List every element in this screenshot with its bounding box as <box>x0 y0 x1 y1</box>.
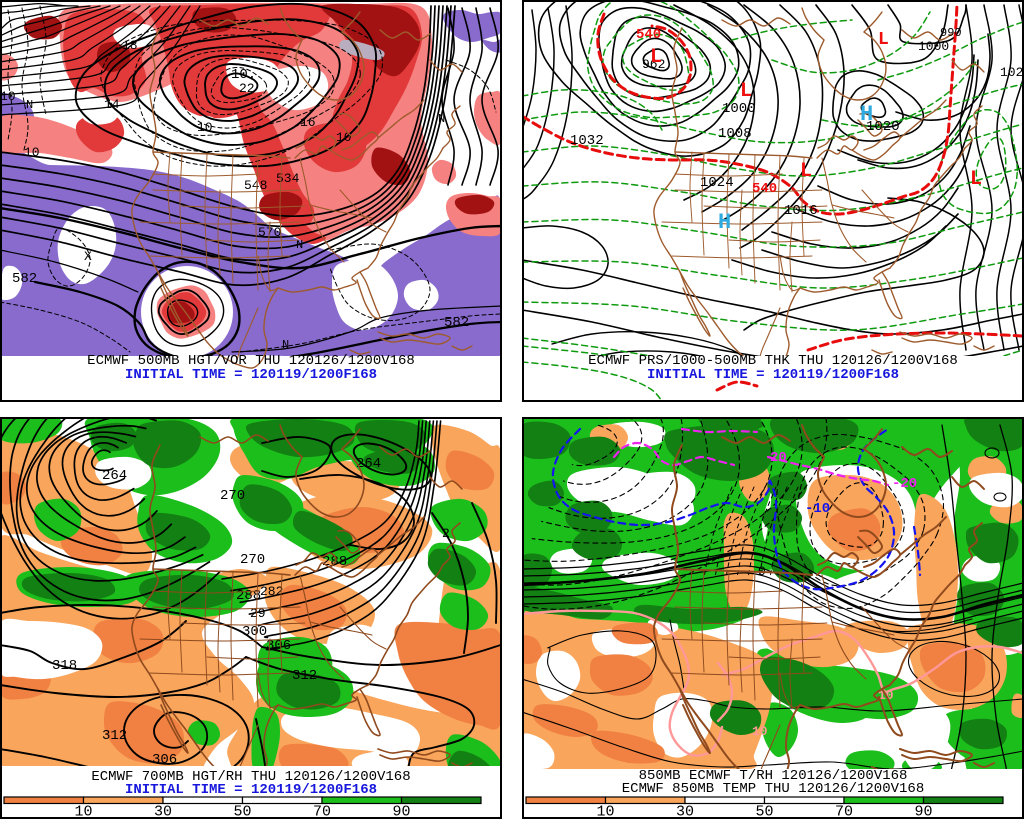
svg-text:306: 306 <box>266 638 291 654</box>
svg-text:540: 540 <box>636 27 661 43</box>
svg-text:L: L <box>878 30 889 50</box>
svg-text:29: 29 <box>250 606 266 621</box>
svg-text:-10: -10 <box>805 501 830 517</box>
svg-text:1016: 1016 <box>784 203 818 219</box>
svg-text:L: L <box>650 46 662 69</box>
svg-text:850MB ECMWF T/RH 120126/1200V1: 850MB ECMWF T/RH 120126/1200V168 <box>639 768 908 784</box>
svg-text:1000: 1000 <box>918 39 949 54</box>
svg-text:50: 50 <box>755 804 773 819</box>
svg-text:L: L <box>740 80 752 103</box>
svg-text:582: 582 <box>12 271 37 287</box>
svg-text:90: 90 <box>392 804 410 819</box>
svg-text:22: 22 <box>239 81 255 96</box>
svg-text:1020: 1020 <box>866 119 900 135</box>
svg-text:318: 318 <box>52 658 77 674</box>
svg-text:ECMWF PRS/1000-500MB THK THU 1: ECMWF PRS/1000-500MB THK THU 120126/1200… <box>588 353 958 369</box>
svg-text:16: 16 <box>300 115 316 130</box>
svg-text:-20: -20 <box>892 476 917 492</box>
svg-text:10.: 10. <box>231 67 256 83</box>
svg-text:ECMWF 500MB HGT/VOR THU 120126: ECMWF 500MB HGT/VOR THU 120126/1200V168 <box>87 353 415 369</box>
svg-text:50: 50 <box>233 804 251 819</box>
svg-text:1000: 1000 <box>722 101 756 117</box>
svg-text:L: L <box>800 160 812 183</box>
svg-text:X: X <box>84 249 92 264</box>
svg-text:INITIAL TIME = 120119/1200F168: INITIAL TIME = 120119/1200F168 <box>125 367 377 383</box>
svg-text:102: 102 <box>1000 65 1023 80</box>
svg-text:ECMWF 850MB TEMP THU 120126/12: ECMWF 850MB TEMP THU 120126/1200V168 <box>622 781 924 797</box>
svg-text:N: N <box>26 98 33 112</box>
svg-text:N: N <box>438 112 445 126</box>
svg-text:962: 962 <box>642 57 665 72</box>
svg-text:10: 10 <box>752 724 768 739</box>
svg-text:10: 10 <box>336 130 352 145</box>
svg-text:14: 14 <box>104 97 120 112</box>
svg-text:70: 70 <box>835 804 853 819</box>
svg-text:H: H <box>860 102 873 127</box>
svg-text:270: 270 <box>220 488 245 504</box>
svg-text:10: 10 <box>24 145 40 160</box>
svg-text:312: 312 <box>292 668 317 684</box>
svg-text:20: 20 <box>770 450 787 466</box>
svg-text:300: 300 <box>242 624 267 640</box>
svg-text:1024: 1024 <box>700 175 734 191</box>
svg-text:270: 270 <box>240 552 265 568</box>
svg-text:30: 30 <box>154 804 172 819</box>
svg-text:582: 582 <box>444 315 469 331</box>
svg-text:INITIAL TIME = 120119/1200F168: INITIAL TIME = 120119/1200F168 <box>647 367 899 383</box>
svg-text:70: 70 <box>313 804 331 819</box>
svg-text:L: L <box>970 168 982 191</box>
svg-text:306: 306 <box>152 752 177 768</box>
svg-text:INITIAL TIME = 120119/1200F168: INITIAL TIME = 120119/1200F168 <box>125 782 377 798</box>
svg-text:10: 10 <box>197 120 213 135</box>
svg-text:H: H <box>718 210 731 235</box>
svg-text:264: 264 <box>356 456 381 472</box>
svg-text:ECMWF 700MB HGT/RH THU 120126/: ECMWF 700MB HGT/RH THU 120126/1200V168 <box>91 769 410 785</box>
svg-text:540: 540 <box>752 181 777 197</box>
svg-text:1008: 1008 <box>718 126 752 142</box>
svg-text:10: 10 <box>74 804 92 819</box>
svg-text:10: 10 <box>0 89 16 104</box>
svg-text:548: 548 <box>244 178 267 193</box>
svg-text:N: N <box>282 338 289 352</box>
svg-text:312: 312 <box>102 728 127 744</box>
svg-text:264: 264 <box>102 468 127 484</box>
svg-text:282: 282 <box>260 584 283 599</box>
svg-text:18: 18 <box>122 38 138 53</box>
svg-text:90: 90 <box>914 804 932 819</box>
svg-text:10: 10 <box>596 804 614 819</box>
svg-text:30: 30 <box>676 804 694 819</box>
svg-text:534: 534 <box>276 171 300 186</box>
svg-text:1032: 1032 <box>570 133 604 149</box>
svg-text:2: 2 <box>442 526 450 541</box>
svg-text:N: N <box>296 238 303 252</box>
svg-text:990: 990 <box>940 26 962 40</box>
